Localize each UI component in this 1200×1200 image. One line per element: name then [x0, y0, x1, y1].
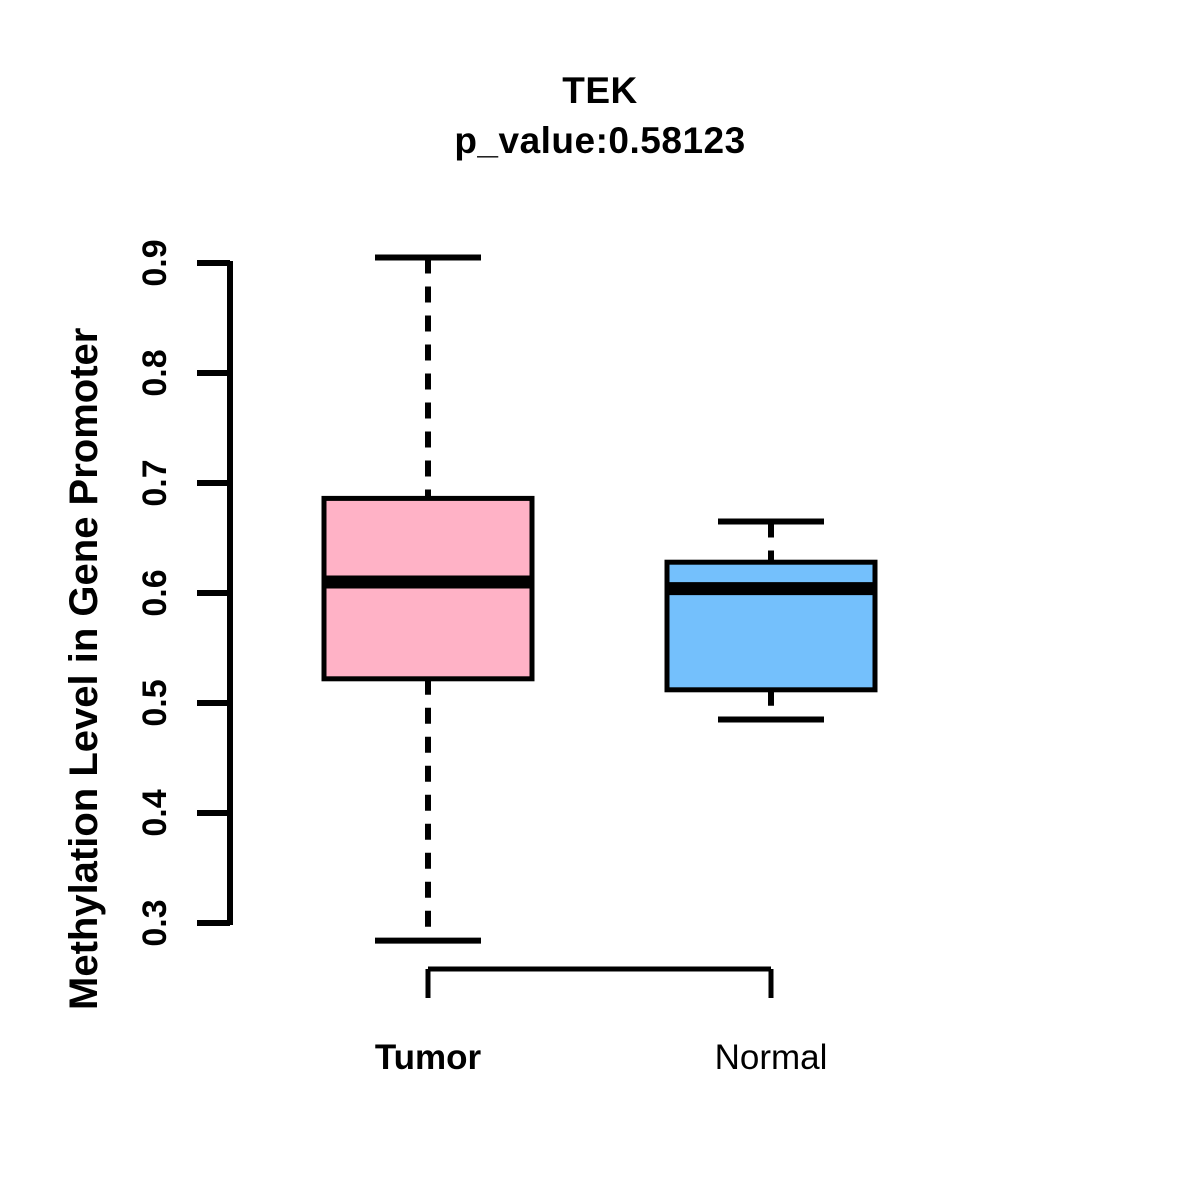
page-title: TEK — [562, 70, 638, 111]
y-axis-tick-label: 0.4 — [136, 789, 174, 837]
p-value-subtitle: p_value:0.58123 — [454, 120, 746, 161]
y-axis-tick-label: 0.9 — [136, 239, 174, 287]
y-axis-tick-label: 0.8 — [136, 349, 174, 397]
y-axis-tick-label: 0.3 — [136, 899, 174, 947]
box-normal — [664, 559, 878, 693]
y-axis-tick-label: 0.6 — [136, 569, 174, 617]
x-axis-label-tumor: Tumor — [374, 1038, 482, 1077]
y-axis-tick-label: 0.5 — [136, 679, 174, 727]
box-tumor — [321, 495, 535, 682]
x-axis-label-normal: Normal — [714, 1038, 828, 1077]
y-axis-tick-label: 0.7 — [136, 459, 174, 507]
